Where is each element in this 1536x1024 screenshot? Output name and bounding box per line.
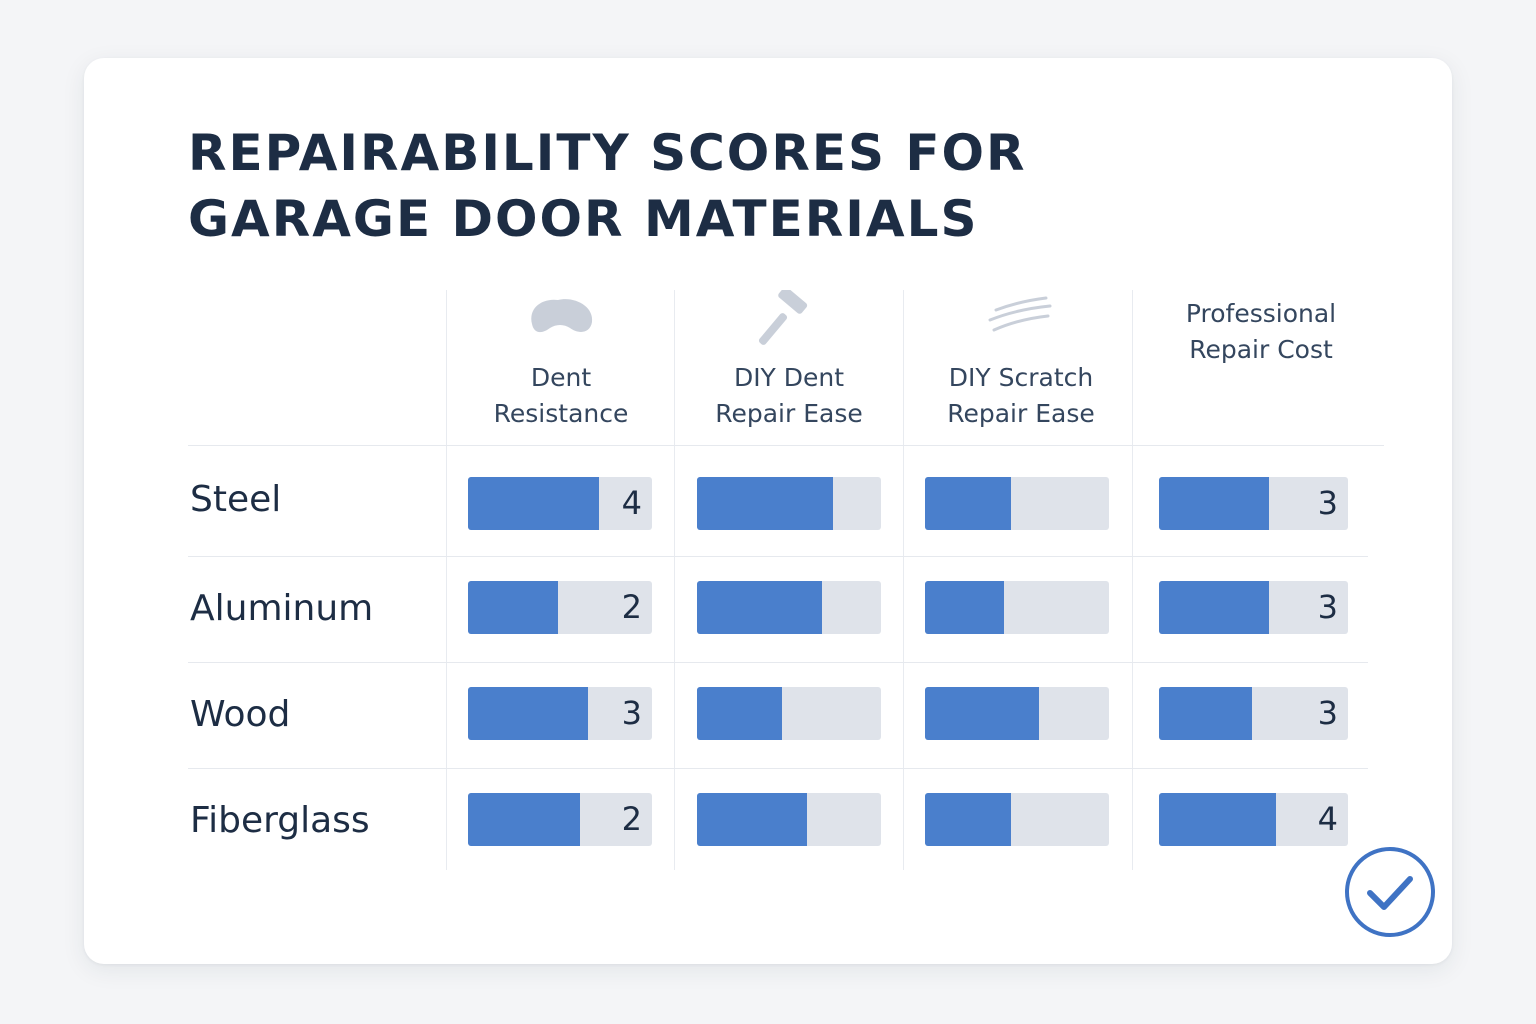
- score-bar-fill: [1159, 477, 1269, 530]
- score-bar-steel-diy-scratch-repair-ease: [925, 477, 1109, 530]
- score-bar-fill: [1159, 687, 1252, 740]
- dent-blob-icon: [531, 299, 593, 333]
- row-divider: [188, 768, 1368, 769]
- column-divider: [674, 290, 675, 870]
- score-bar-fill: [925, 581, 1005, 634]
- column-header-dent-resistance: Dent Resistance: [456, 360, 666, 432]
- score-bar-fill: [697, 687, 782, 740]
- scratch-lines-icon: [988, 296, 1052, 332]
- column-header-line: Professional: [1185, 299, 1337, 328]
- score-bar-fill: [925, 477, 1012, 530]
- header-divider: [188, 445, 1384, 446]
- score-bar-wood-diy-dent-repair-ease: [697, 687, 881, 740]
- row-label-aluminum: Aluminum: [190, 588, 374, 629]
- score-bar-fill: [468, 793, 581, 846]
- hammer-icon: [758, 290, 808, 345]
- row-label-steel: Steel: [190, 479, 282, 520]
- column-header-line: Dent: [530, 363, 592, 392]
- score-value-label: 2: [621, 588, 642, 626]
- column-header-line: DIY Scratch: [948, 363, 1094, 392]
- score-value-label: 3: [1317, 588, 1338, 626]
- score-value-label: 4: [1317, 800, 1338, 838]
- score-value-label: 3: [1317, 484, 1338, 522]
- column-header-professional-repair-cost: Professional Repair Cost: [1148, 296, 1374, 368]
- score-bar-wood-professional-repair-cost: 3: [1159, 687, 1348, 740]
- chart-title: REPAIRABILITY SCORES FOR GARAGE DOOR MAT…: [188, 120, 1088, 252]
- score-bar-fiberglass-professional-repair-cost: 4: [1159, 793, 1348, 846]
- score-bar-fill: [468, 477, 599, 530]
- column-header-diy-dent-repair-ease: DIY Dent Repair Ease: [684, 360, 894, 432]
- column-header-diy-scratch-repair-ease: DIY Scratch Repair Ease: [906, 360, 1136, 432]
- score-bar-steel-professional-repair-cost: 3: [1159, 477, 1348, 530]
- score-bar-aluminum-diy-scratch-repair-ease: [925, 581, 1109, 634]
- score-value-label: 3: [621, 694, 642, 732]
- score-bar-fill: [925, 793, 1012, 846]
- row-label-wood: Wood: [190, 694, 291, 735]
- score-bar-fill: [1159, 793, 1277, 846]
- score-bar-aluminum-diy-dent-repair-ease: [697, 581, 881, 634]
- score-bar-fill: [925, 687, 1040, 740]
- score-bar-steel-diy-dent-repair-ease: [697, 477, 881, 530]
- score-value-label: 2: [621, 800, 642, 838]
- column-divider: [446, 290, 447, 870]
- score-bar-fiberglass-diy-dent-repair-ease: [697, 793, 881, 846]
- row-divider: [188, 662, 1368, 663]
- score-bar-aluminum-dent-resistance: 2: [468, 581, 652, 634]
- score-value-label: 4: [621, 484, 642, 522]
- score-bar-fill: [697, 793, 808, 846]
- column-header-line: Repair Ease: [947, 399, 1095, 428]
- chart-card: REPAIRABILITY SCORES FOR GARAGE DOOR MAT…: [84, 58, 1452, 964]
- column-divider: [903, 290, 904, 870]
- score-value-label: 3: [1317, 694, 1338, 732]
- check-circle-icon: [1345, 847, 1435, 937]
- score-bar-fill: [1159, 581, 1269, 634]
- score-bar-aluminum-professional-repair-cost: 3: [1159, 581, 1348, 634]
- score-bar-fill: [468, 581, 559, 634]
- score-bar-fill: [697, 477, 834, 530]
- column-header-line: Repair Cost: [1189, 335, 1333, 364]
- chart-title-line-1: REPAIRABILITY SCORES FOR: [188, 124, 1027, 182]
- score-bar-steel-dent-resistance: 4: [468, 477, 652, 530]
- score-bar-fill: [468, 687, 588, 740]
- row-divider: [188, 556, 1368, 557]
- score-bar-fiberglass-dent-resistance: 2: [468, 793, 652, 846]
- score-bar-fiberglass-diy-scratch-repair-ease: [925, 793, 1109, 846]
- column-divider: [1132, 290, 1133, 870]
- score-bar-wood-diy-scratch-repair-ease: [925, 687, 1109, 740]
- column-header-line: Repair Ease: [715, 399, 863, 428]
- score-bar-fill: [697, 581, 823, 634]
- score-bar-wood-dent-resistance: 3: [468, 687, 652, 740]
- row-label-fiberglass: Fiberglass: [190, 800, 370, 841]
- chart-title-line-2: GARAGE DOOR MATERIALS: [188, 190, 979, 248]
- column-header-line: DIY Dent: [733, 363, 845, 392]
- column-header-line: Resistance: [493, 399, 629, 428]
